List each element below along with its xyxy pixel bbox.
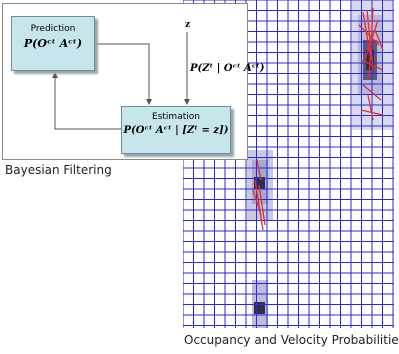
velocity-vector — [362, 84, 382, 101]
observation-formula: P(Zᵗ | Oᶜᵗ Aᶜᵗ) — [190, 63, 265, 74]
occupied-cell — [254, 177, 265, 189]
velocity-vector — [256, 159, 262, 181]
observation-label: z — [185, 20, 191, 30]
bayesian-filtering-caption: Bayesian Filtering — [5, 163, 112, 177]
velocity-vector — [258, 184, 266, 226]
occupancy-grid — [183, 0, 394, 328]
estimation-title: Estimation — [152, 112, 200, 122]
prediction-to-estimation-arrow — [95, 43, 152, 105]
prediction-title: Prediction — [30, 24, 76, 34]
velocity-vector — [374, 29, 384, 51]
velocity-vector — [362, 11, 372, 61]
velocity-vector — [360, 109, 384, 116]
prediction-formula: P(Oᶜᵗ Aᶜᵗ) — [23, 37, 83, 50]
velocity-vector — [252, 189, 262, 216]
velocity-vector — [360, 59, 384, 71]
bayesian-filter-diagram: Prediction P(Oᶜᵗ Aᶜᵗ) Estimation P(Oᶜᵗ A… — [2, 3, 265, 160]
flow-arrows — [52, 32, 190, 130]
prediction-block: Prediction P(Oᶜᵗ Aᶜᵗ) — [11, 16, 95, 71]
velocity-vector — [367, 94, 374, 121]
velocity-vector — [366, 9, 374, 71]
estimation-block: Estimation P(Oᶜᵗ Aᶜᵗ | [Zᵗ = z]) — [121, 106, 231, 154]
velocity-vector — [254, 179, 264, 231]
velocity-vector — [358, 24, 380, 46]
feedback-loop — [52, 72, 121, 130]
velocity-vectors — [252, 7, 384, 231]
velocity-vector — [368, 7, 374, 81]
estimation-formula: P(Oᶜᵗ Aᶜᵗ | [Zᵗ = z]) — [123, 125, 229, 136]
occupied-cell — [254, 302, 265, 314]
grid-lines — [183, 0, 394, 328]
occupancy-velocity-caption: Occupancy and Velocity Probabilities — [184, 333, 399, 347]
velocity-vector — [364, 19, 379, 61]
